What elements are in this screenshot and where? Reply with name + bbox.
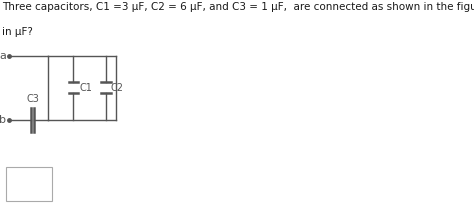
Text: in μF?: in μF? [1,27,33,37]
Text: a: a [0,51,7,61]
Text: C1: C1 [79,83,92,93]
Text: C2: C2 [110,83,124,93]
Text: C3: C3 [27,94,39,104]
Bar [7,167,52,201]
Text: Three capacitors, C1 =3 μF, C2 = 6 μF, and C3 = 1 μF,  are connected as shown in: Three capacitors, C1 =3 μF, C2 = 6 μF, a… [1,2,474,12]
Text: b: b [0,115,7,125]
